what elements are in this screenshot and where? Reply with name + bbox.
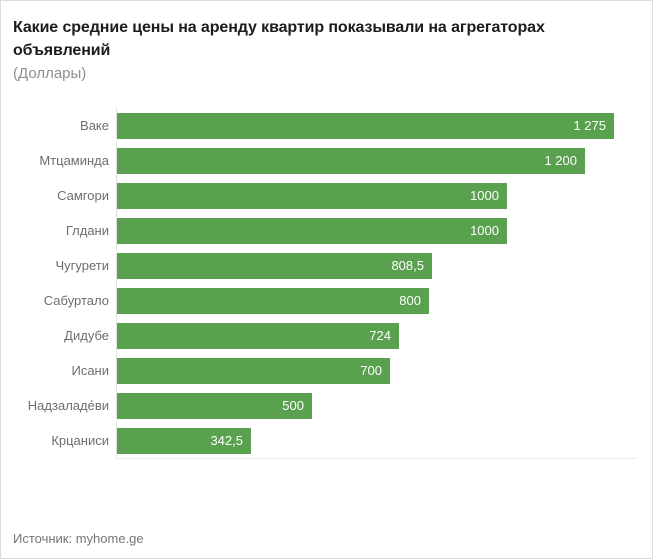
bar: 1 200 [117,147,585,174]
chart-title: Какие средние цены на аренду квартир пок… [13,19,545,59]
bar-row: Чугурети 808,5 [13,248,637,283]
bar: 1 275 [117,112,614,139]
bar: 808,5 [117,252,432,279]
bar: 1000 [117,182,507,209]
bar: 800 [117,287,429,314]
category-label: Исани [71,363,109,378]
value-label: 724 [369,328,391,343]
value-label: 1000 [470,188,499,203]
bar-track: 724 [116,318,637,353]
bar-row: Глдани 1000 [13,213,637,248]
bar: 1000 [117,217,507,244]
bar-track: 342,5 [116,423,637,458]
bar-track: 500 [116,388,637,423]
bar-track: 1000 [116,178,637,213]
category-label: Дидубе [64,328,109,343]
bar-rows: Ваке 1 275 Мтцаминда 1 200 Самгори 1000 Глдани… [13,108,637,458]
bar-track: 700 [116,353,637,388]
bar: 500 [117,392,312,419]
bar-track: 1 275 [116,108,637,143]
bar-row: Ваке 1 275 [13,108,637,143]
bar-row: Исани 700 [13,353,637,388]
value-label: 1 200 [544,153,577,168]
category-label: Глдани [65,223,109,238]
value-label: 808,5 [391,258,424,273]
value-label: 800 [399,293,421,308]
category-label: Крцаниси [51,433,109,448]
bar-track: 800 [116,283,637,318]
value-label: 1000 [470,223,499,238]
bar: 700 [117,357,390,384]
bar-chart: Ваке 1 275 Мтцаминда 1 200 Самгори 1000 Глдани… [13,108,637,459]
source-note: Источник: myhome.ge [13,531,144,546]
category-label: Чугурети [55,258,109,273]
bar-track: 808,5 [116,248,637,283]
category-label: Сабуртало [43,293,109,308]
bar-track: 1000 [116,213,637,248]
value-label: 700 [360,363,382,378]
value-label: 500 [282,398,304,413]
bar-row: Мтцаминда 1 200 [13,143,637,178]
value-label: 1 275 [573,118,606,133]
category-label: Надзаладе́ви [27,398,109,413]
bar-row: Дидубе 724 [13,318,637,353]
value-label: 342,5 [210,433,243,448]
bar-row: Самгори 1000 [13,178,637,213]
bar: 342,5 [117,427,251,454]
bar-row: Крцаниси 342,5 [13,423,637,458]
category-label: Самгори [57,188,109,203]
bar-row: Надзаладе́ви 500 [13,388,637,423]
chart-subtitle: (Доллары) [13,65,87,82]
category-label: Ваке [80,118,109,133]
x-axis-line [116,458,637,459]
bar: 724 [117,322,399,349]
category-label: Мтцаминда [39,153,109,168]
bar-row: Сабуртало 800 [13,283,637,318]
bar-track: 1 200 [116,143,637,178]
